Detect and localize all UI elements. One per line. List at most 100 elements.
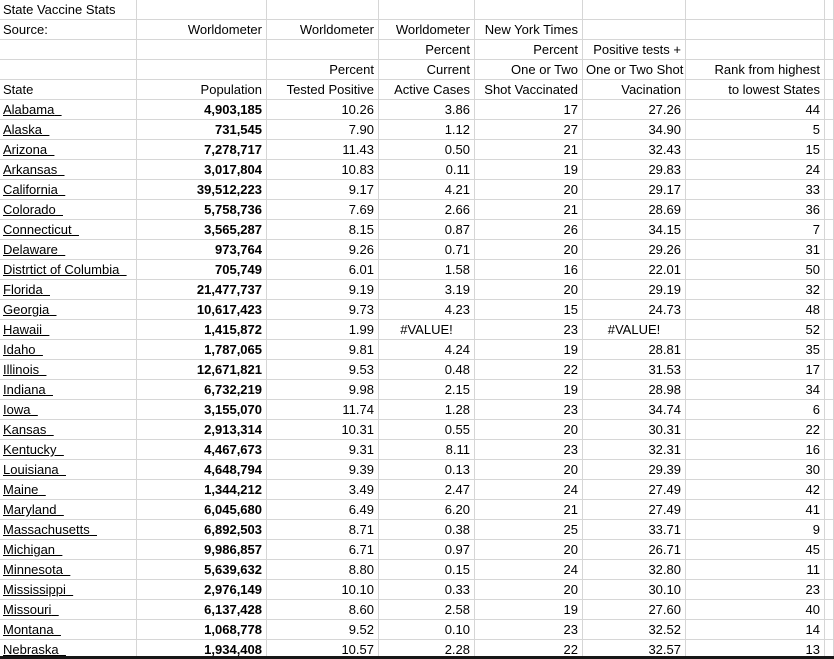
pct-tested-positive-cell[interactable]: 10.10 xyxy=(267,580,379,600)
positive-plus-vaccination-cell[interactable]: 26.71 xyxy=(583,540,686,560)
pct-tested-positive-cell[interactable]: 7.90 xyxy=(267,120,379,140)
state-name-link[interactable]: California xyxy=(3,182,58,197)
pct-tested-positive-cell[interactable]: 8.80 xyxy=(267,560,379,580)
header-cell-r1c4[interactable] xyxy=(379,0,475,20)
pct-active-cases-cell[interactable]: 1.12 xyxy=(379,120,475,140)
header-cell-r2c5[interactable]: New York Times xyxy=(475,20,583,40)
header-cell-r1c2[interactable] xyxy=(137,0,267,20)
state-cell[interactable]: Missouri xyxy=(0,600,137,620)
state-cell[interactable]: Arizona xyxy=(0,140,137,160)
state-cell[interactable]: Alabama xyxy=(0,100,137,120)
pct-tested-positive-cell[interactable]: 11.43 xyxy=(267,140,379,160)
state-cell[interactable]: Massachusetts xyxy=(0,520,137,540)
pct-vaccinated-cell[interactable]: 23 xyxy=(475,320,583,340)
positive-plus-vaccination-cell[interactable]: 31.53 xyxy=(583,360,686,380)
state-name-link[interactable]: Montana xyxy=(3,622,54,637)
pct-vaccinated-cell[interactable]: 21 xyxy=(475,140,583,160)
positive-plus-vaccination-cell[interactable]: 29.17 xyxy=(583,180,686,200)
population-cell[interactable]: 6,732,219 xyxy=(137,380,267,400)
pct-vaccinated-cell[interactable]: 25 xyxy=(475,520,583,540)
pct-vaccinated-cell[interactable]: 22 xyxy=(475,360,583,380)
state-cell[interactable]: Nebraska xyxy=(0,640,137,659)
population-cell[interactable]: 6,045,680 xyxy=(137,500,267,520)
pct-active-cases-cell[interactable]: 0.33 xyxy=(379,580,475,600)
state-name-link[interactable]: Minnesota xyxy=(3,562,63,577)
header-cell-r3c2[interactable] xyxy=(137,40,267,60)
positive-plus-vaccination-cell[interactable]: 29.26 xyxy=(583,240,686,260)
state-cell[interactable]: Michigan xyxy=(0,540,137,560)
positive-plus-vaccination-cell[interactable]: 30.31 xyxy=(583,420,686,440)
pct-vaccinated-cell[interactable]: 27 xyxy=(475,120,583,140)
pct-tested-positive-cell[interactable]: 9.31 xyxy=(267,440,379,460)
rank-cell[interactable]: 42 xyxy=(686,480,825,500)
state-cell[interactable]: Mississippi xyxy=(0,580,137,600)
population-cell[interactable]: 705,749 xyxy=(137,260,267,280)
population-cell[interactable]: 1,787,065 xyxy=(137,340,267,360)
state-name-link[interactable]: Florida xyxy=(3,282,43,297)
rank-cell[interactable]: 48 xyxy=(686,300,825,320)
header-cell-r5c3[interactable]: Tested Positive xyxy=(267,80,379,100)
header-cell-r4c6[interactable]: One or Two Shot xyxy=(583,60,686,80)
pct-tested-positive-cell[interactable]: 6.01 xyxy=(267,260,379,280)
pct-active-cases-cell[interactable]: 8.11 xyxy=(379,440,475,460)
positive-plus-vaccination-cell[interactable]: 24.73 xyxy=(583,300,686,320)
state-name-link[interactable]: Louisiana xyxy=(3,462,59,477)
state-name-link[interactable]: Connecticut xyxy=(3,222,72,237)
rank-cell[interactable]: 35 xyxy=(686,340,825,360)
population-cell[interactable]: 2,976,149 xyxy=(137,580,267,600)
state-name-link[interactable]: Kansas xyxy=(3,422,47,437)
state-cell[interactable]: Louisiana xyxy=(0,460,137,480)
state-name-link[interactable]: Hawaii xyxy=(3,322,43,337)
pct-tested-positive-cell[interactable]: 9.73 xyxy=(267,300,379,320)
positive-plus-vaccination-cell[interactable]: 32.31 xyxy=(583,440,686,460)
positive-plus-vaccination-cell[interactable]: 27.60 xyxy=(583,600,686,620)
header-cell-r2c2[interactable]: Worldometer xyxy=(137,20,267,40)
state-name-link[interactable]: Illinois xyxy=(3,362,40,377)
pct-vaccinated-cell[interactable]: 23 xyxy=(475,440,583,460)
population-cell[interactable]: 4,467,673 xyxy=(137,440,267,460)
pct-active-cases-cell[interactable]: 0.38 xyxy=(379,520,475,540)
header-cell-r1c7[interactable] xyxy=(686,0,825,20)
pct-tested-positive-cell[interactable]: 11.74 xyxy=(267,400,379,420)
pct-vaccinated-cell[interactable]: 16 xyxy=(475,260,583,280)
header-cell-r5c7[interactable]: to lowest States xyxy=(686,80,825,100)
state-cell[interactable]: Montana xyxy=(0,620,137,640)
header-cell-r5c4[interactable]: Active Cases xyxy=(379,80,475,100)
population-cell[interactable]: 1,934,408 xyxy=(137,640,267,659)
pct-vaccinated-cell[interactable]: 20 xyxy=(475,580,583,600)
population-cell[interactable]: 9,986,857 xyxy=(137,540,267,560)
pct-tested-positive-cell[interactable]: 9.26 xyxy=(267,240,379,260)
state-cell[interactable]: Colorado xyxy=(0,200,137,220)
rank-cell[interactable]: 9 xyxy=(686,520,825,540)
positive-plus-vaccination-cell[interactable]: 33.71 xyxy=(583,520,686,540)
pct-active-cases-cell[interactable]: 0.10 xyxy=(379,620,475,640)
rank-cell[interactable]: 32 xyxy=(686,280,825,300)
pct-active-cases-cell[interactable]: 6.20 xyxy=(379,500,475,520)
header-cell-r3c4[interactable]: Percent xyxy=(379,40,475,60)
header-cell-r2c3[interactable]: Worldometer xyxy=(267,20,379,40)
pct-tested-positive-cell[interactable]: 3.49 xyxy=(267,480,379,500)
pct-tested-positive-cell[interactable]: 9.39 xyxy=(267,460,379,480)
state-name-link[interactable]: Kentucky xyxy=(3,442,57,457)
pct-vaccinated-cell[interactable]: 15 xyxy=(475,300,583,320)
population-cell[interactable]: 1,415,872 xyxy=(137,320,267,340)
state-cell[interactable]: Kansas xyxy=(0,420,137,440)
state-name-link[interactable]: Mississippi xyxy=(3,582,66,597)
state-cell[interactable]: Distrtict of Columbia xyxy=(0,260,137,280)
pct-tested-positive-cell[interactable]: 9.98 xyxy=(267,380,379,400)
pct-active-cases-cell[interactable]: 2.66 xyxy=(379,200,475,220)
population-cell[interactable]: 6,137,428 xyxy=(137,600,267,620)
state-cell[interactable]: Maryland xyxy=(0,500,137,520)
state-cell[interactable]: Kentucky xyxy=(0,440,137,460)
positive-plus-vaccination-cell[interactable]: 30.10 xyxy=(583,580,686,600)
population-cell[interactable]: 5,758,736 xyxy=(137,200,267,220)
positive-plus-vaccination-cell[interactable]: 22.01 xyxy=(583,260,686,280)
state-cell[interactable]: Indiana xyxy=(0,380,137,400)
state-cell[interactable]: Maine xyxy=(0,480,137,500)
state-name-link[interactable]: Nebraska xyxy=(3,642,59,657)
header-cell-r3c7[interactable] xyxy=(686,40,825,60)
pct-vaccinated-cell[interactable]: 24 xyxy=(475,560,583,580)
pct-active-cases-cell[interactable]: 2.28 xyxy=(379,640,475,659)
pct-vaccinated-cell[interactable]: 23 xyxy=(475,400,583,420)
rank-cell[interactable]: 23 xyxy=(686,580,825,600)
